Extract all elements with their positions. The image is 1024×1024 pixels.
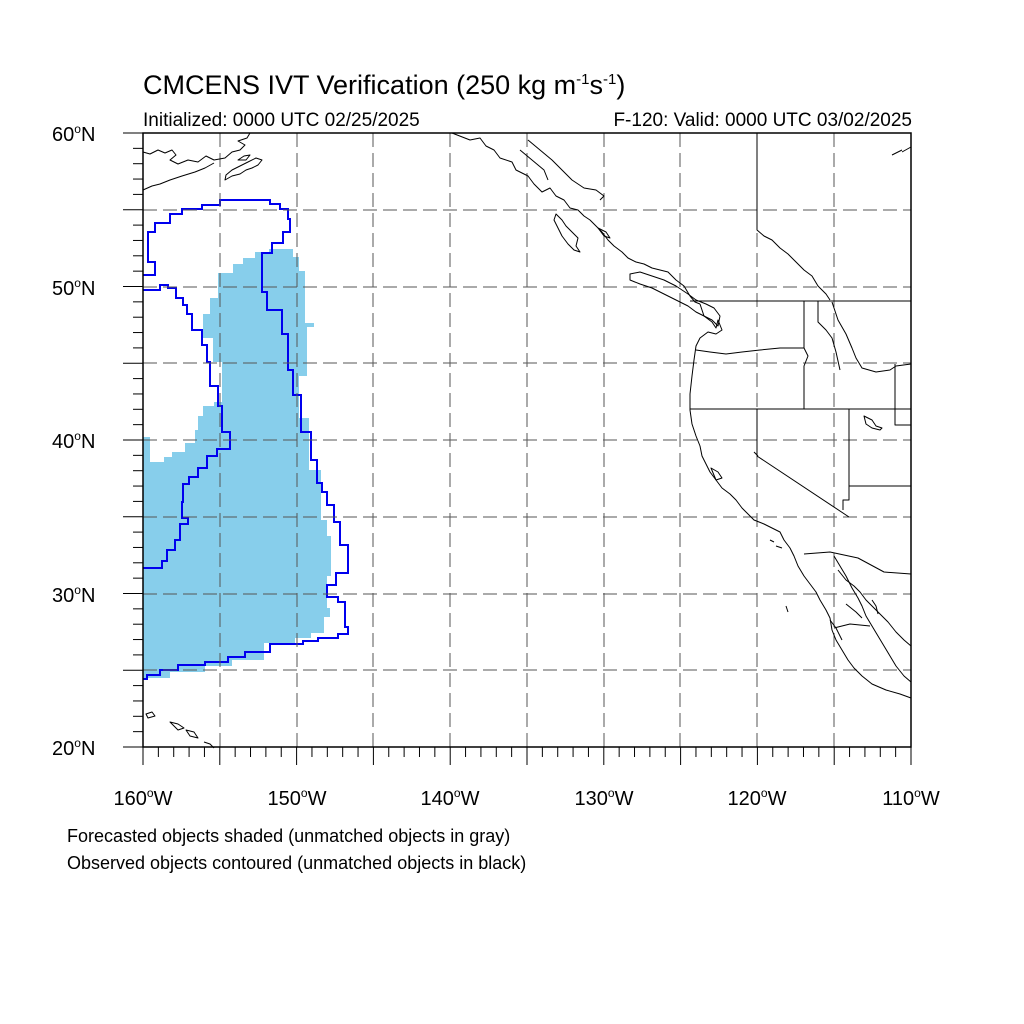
lon-label-120: 120oW [727, 786, 787, 810]
lon-label-110: 110oW [882, 786, 940, 810]
lon-label-140: 140oW [420, 786, 480, 810]
lat-label-50: 50oN [52, 276, 96, 300]
valid-time-label: F-120: Valid: 0000 UTC 03/02/2025 [613, 110, 912, 131]
lon-label-150: 150oW [267, 786, 327, 810]
chart-title: CMCENS IVT Verification (250 kg m-1s-1) [143, 70, 626, 100]
lat-label-60: 60oN [52, 122, 96, 146]
forecast-note: Forecasted objects shaded (unmatched obj… [67, 826, 511, 846]
lat-label-40: 40oN [52, 429, 96, 453]
forecast-ivt-object [143, 249, 331, 678]
observed-note: Observed objects contoured (unmatched ob… [67, 853, 527, 873]
lon-label-160: 160oW [113, 786, 173, 810]
lon-label-130: 130oW [574, 786, 634, 810]
axis-ticks [123, 132, 912, 765]
init-time-label: Initialized: 0000 UTC 02/25/2025 [143, 110, 420, 131]
coastlines [142, 132, 912, 749]
lat-label-30: 30oN [52, 583, 96, 607]
graticule [143, 133, 911, 747]
lat-label-20: 20oN [52, 736, 96, 760]
